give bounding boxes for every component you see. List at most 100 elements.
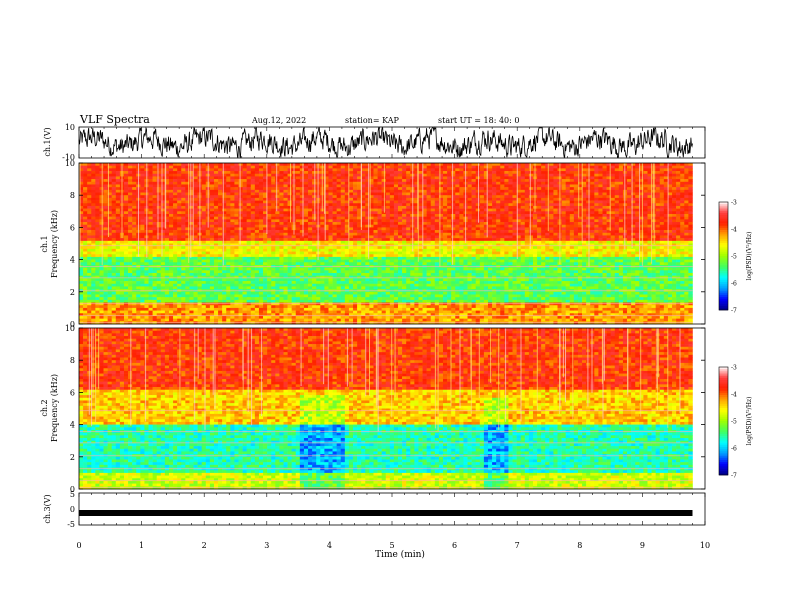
spectrogram-cell [312, 299, 317, 303]
spectrogram-cell [128, 195, 133, 199]
spectrogram-cell [361, 254, 366, 258]
spectrogram-cell [385, 262, 391, 266]
spectrogram-cell [103, 189, 108, 193]
spectrogram-cell [353, 254, 358, 258]
spectrogram-cell [177, 195, 182, 199]
spectrogram-cell [299, 189, 305, 193]
spectrogram-cell [250, 313, 256, 317]
spectrogram-cell [385, 307, 391, 311]
spectrogram-cell [107, 262, 113, 266]
spectrogram-cell [320, 248, 325, 252]
spectrogram-cell [213, 181, 219, 185]
spectrogram-cell [95, 281, 100, 285]
spectrogram-cell [279, 187, 284, 191]
spectrogram-cell [189, 181, 194, 185]
spectrogram-cell [258, 222, 264, 226]
spectrogram-cell [365, 240, 370, 244]
spectrogram-cell [283, 184, 288, 188]
spectrogram-cell [316, 310, 321, 314]
spectrogram-cell [365, 291, 370, 295]
spectrogram-cell [168, 181, 174, 185]
spectrogram-cell [79, 299, 84, 303]
spectrogram-cell [393, 291, 399, 295]
spectrogram-cell [336, 189, 342, 193]
spectrogram-cell [107, 248, 113, 252]
spectrogram-cell [320, 281, 325, 285]
spectrogram-cell [406, 216, 411, 220]
spectrogram-cell [340, 235, 346, 239]
spectrogram-cell [361, 294, 366, 298]
spectrogram-cell [353, 238, 358, 242]
spectrogram-cell [254, 208, 260, 212]
spectrogram-cell [283, 195, 288, 199]
spectrogram-cell [140, 251, 145, 255]
spectrogram-cell [168, 184, 174, 188]
spectrogram-cell [361, 195, 366, 199]
spectrogram-cell [107, 195, 113, 199]
spectrogram-cell [344, 184, 350, 188]
spectrogram-cell [291, 294, 297, 298]
spectrogram-cell [107, 224, 113, 228]
spectrogram-cell [242, 315, 247, 319]
spectrogram-cell [377, 278, 382, 282]
spectrogram-cell [263, 313, 268, 317]
spectrogram-cell [222, 211, 227, 215]
spectrogram-cell [275, 278, 280, 282]
spectrogram-cell [177, 211, 182, 215]
spectrogram-cell [279, 211, 284, 215]
spectrogram-cell [275, 243, 280, 247]
spectrogram-cell [357, 254, 362, 258]
spectrogram-cell [123, 211, 129, 215]
spectrogram-cell [87, 208, 92, 212]
spectrogram-cell [324, 184, 329, 188]
spectrogram-cell [140, 179, 145, 183]
spectrogram-cell [123, 232, 129, 236]
spectrogram-cell [152, 187, 158, 191]
spectrogram-cell [369, 307, 374, 311]
spectrogram-cell [402, 195, 407, 199]
spectrogram-cell [336, 307, 342, 311]
spectrogram-cell [242, 305, 247, 309]
spectrogram-cell [132, 235, 137, 239]
spectrogram-cell [173, 179, 178, 183]
spectrogram-cell [271, 273, 276, 276]
spectrogram-cell [353, 176, 358, 180]
spectrogram-cell [328, 238, 333, 242]
spectrogram-cell [230, 286, 235, 290]
spectrogram-cell [234, 281, 239, 285]
spectrogram-cell [181, 297, 186, 301]
spectrogram-cell [107, 273, 113, 276]
spectrogram-cell [279, 256, 284, 260]
spectrogram-cell [283, 176, 288, 180]
spectrogram-cell [254, 259, 260, 263]
spectrogram-cell [181, 243, 186, 247]
spectrogram-cell [181, 176, 186, 180]
spectrogram-cell [128, 224, 133, 228]
spectrogram-cell [218, 163, 223, 166]
spectrogram-cell [406, 168, 411, 172]
spectrogram-cell [209, 291, 215, 295]
spectrogram-cell [140, 222, 145, 226]
spectrogram-cell [213, 224, 219, 228]
spectrogram-cell [299, 313, 305, 317]
spectrogram-cell [373, 181, 378, 185]
spectrogram-cell [119, 254, 125, 258]
spectrogram-cell [246, 192, 252, 196]
spectrogram-cell [393, 165, 399, 169]
spectrogram-cell [185, 168, 190, 172]
spectrogram-cell [361, 262, 366, 266]
spectrogram-cell [291, 283, 297, 287]
spectrogram-cell [91, 256, 96, 260]
spectrogram-cell [258, 173, 264, 177]
spectrogram-cell [389, 305, 395, 309]
spectrogram-cell [373, 273, 378, 276]
spectrogram-cell [348, 211, 354, 215]
spectrogram-cell [148, 275, 153, 279]
spectrogram-cell [246, 219, 252, 223]
spectrogram-cell [148, 291, 153, 295]
spectrogram-cell [381, 267, 387, 271]
spectrogram-cell [238, 307, 243, 311]
spectrogram-cell [258, 219, 264, 223]
spectrogram-cell [132, 179, 137, 183]
spectrogram-cell [263, 307, 268, 311]
